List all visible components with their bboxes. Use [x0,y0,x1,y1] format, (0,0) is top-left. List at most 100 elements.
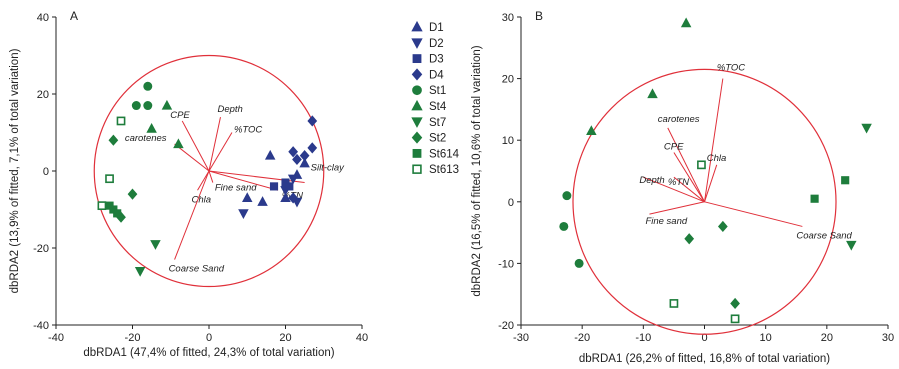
panel-b-x-tick-label: -30 [513,332,529,344]
panel-b-vector-label-cpe: CPE [664,142,684,153]
panel-b-x-axis-title: dbRDA1 (26,2% of fitted, 16,8% of total … [579,353,830,365]
panel-a-x-axis-title: dbRDA1 (47,4% of fitted, 24,3% of total … [83,347,334,359]
panel-a-point-d1 [299,157,310,168]
panel-a-point-st1 [131,101,141,111]
panel-a-point-st613 [116,116,126,126]
panel-a-point-d4 [288,146,299,158]
panel-b-point-st1 [559,221,569,231]
panel-b-y-tick-label: -10 [498,258,514,270]
legend-marker-st4 [411,99,423,111]
panel-a-panel-label: A [70,9,78,23]
panel-b-point-st7 [861,123,872,134]
panel-a-vector-fine-sand [208,170,214,183]
panel-b-point-st4 [680,17,692,28]
legend-marker-st2 [411,131,423,144]
panel-b-vector-label-fine-sand: Fine sand [645,216,687,227]
panel-a-point-d1 [280,192,291,203]
legend-label-st1: St1 [429,85,446,97]
legend-marker-d2 [411,38,423,49]
panel-b-y-tick-label: -20 [498,320,514,332]
panel-b-vector-label-chla: Chla [707,153,727,164]
panel-a-vector-coarse-sand [174,170,210,260]
panel-a-point-st2 [127,188,138,200]
legend-marker-d1 [411,20,423,32]
panel-a-vector-label-depth: Depth [217,104,242,115]
panel-b-point-st614 [841,176,850,185]
panel-a-point-st1 [143,101,153,111]
legend-marker-st614 [412,148,422,158]
panel-b-point-st4 [586,125,597,136]
legend-label-st614: St614 [429,148,460,160]
panel-a-x-tick-label: -20 [125,332,141,344]
panel-b-y-tick-label: 0 [508,197,514,209]
panel-a-point-d1 [257,196,268,206]
panel-a-point-st4 [161,99,173,110]
panel-a-vector-label-cpe: CPE [170,110,190,121]
panel-b-x-tick-label: 0 [701,332,707,344]
panel-b-x-tick-label: -10 [635,332,651,344]
legend-label-d3: D3 [429,54,444,66]
panel-b-point-st1 [562,191,572,201]
panel-b-vector-label-coarse-sand: Coarse Sand [796,230,852,241]
panel-b-point-st2 [730,297,740,310]
panel-a-vector-label-coarse-sand: Coarse Sand [169,264,225,275]
panel-a-vector-chla [197,170,210,191]
panel-a-point-d3 [269,182,279,191]
panel-a-point-d4 [288,192,299,204]
panel-b-vector-label-carotenes: carotenes [658,114,700,125]
panel-a-point-st2 [108,134,119,146]
panel-a-y-tick-label: -40 [33,320,49,332]
panel-b-x-tick-label: 10 [760,332,772,344]
panel-a-correlation-circle [93,54,325,288]
legend-marker-st1 [412,85,422,96]
panel-a-point-d4 [299,150,310,162]
panel-a-x-tick-label: 0 [206,332,212,344]
legend-marker-d3 [412,54,422,64]
panel-a-x-tick-label: -40 [48,332,64,344]
panel-a-point-d4 [307,115,318,127]
legend-marker-st7 [411,117,423,128]
legend-label-st613: St613 [429,164,459,176]
panel-b-vector-label-tn: %TN [668,177,689,188]
panel-b-x-tick-label: -20 [574,332,590,344]
panel-b-vector-toc [704,78,724,202]
panel-b-point-st2 [717,220,728,233]
panel-b-y-tick-label: 30 [502,12,514,24]
legend-label-st4: St4 [429,101,447,113]
panel-a-y-tick-label: -20 [33,243,49,255]
panel-b-vector-label-depth: Depth [639,175,664,186]
panel-a-y-axis-title: dbRDA2 (13,9% of fitted, 7,1% of total v… [9,48,21,293]
panel-b-point-st613 [730,314,740,324]
panel-a-vector-label-fine-sand: Fine sand [215,183,257,194]
panel-b-point-st1 [574,258,584,268]
panel-b-vector-coarse-sand [704,201,803,227]
panel-b-vector-chla [704,164,718,202]
panel-b-x-tick-label: 30 [882,332,894,344]
panel-a-point-d2 [238,209,249,220]
legend-label-d4: D4 [429,69,444,81]
panel-b-point-st2 [684,233,695,245]
panel-a-vector-cpe [181,120,210,172]
panel-a-point-st4 [146,122,157,133]
panel-b-y-axis-title: dbRDA2 (16,5% of fitted, 10,6% of total … [471,45,483,296]
panel-b-y-tick-label: 20 [502,74,514,86]
panel-a-vector-label-carotenes: carotenes [125,133,167,144]
panel-b-x-tick-label: 20 [821,332,833,344]
panel-b-vector-cpe [673,152,705,203]
legend-marker-d4 [411,68,423,81]
legend-marker-st613 [412,164,422,174]
panel-b-point-st613 [669,299,679,308]
panel-b-point-st614 [810,194,819,203]
panel-a-chart: -40 -20 0 20 40 -40 -20 0 20 40 dbRDA1 (47,4% of f… [9,9,368,359]
panel-a-point-d2 [287,174,299,185]
panel-a-point-d3 [285,182,294,191]
panel-b-vector-carotenes [667,127,705,203]
panel-a-x-tick-label: 20 [279,332,291,344]
panel-a-y-tick-label: 40 [37,12,49,24]
panel-b-vector-depth [643,176,705,203]
panel-a-vector-label-chla: Chla [192,194,212,205]
panel-a-vector-depth [208,116,221,172]
legend: D1 D2 D3 D4 St1 St4 St7 St2 St614 St613 [411,20,460,176]
panel-a-vector-toc [208,132,233,172]
